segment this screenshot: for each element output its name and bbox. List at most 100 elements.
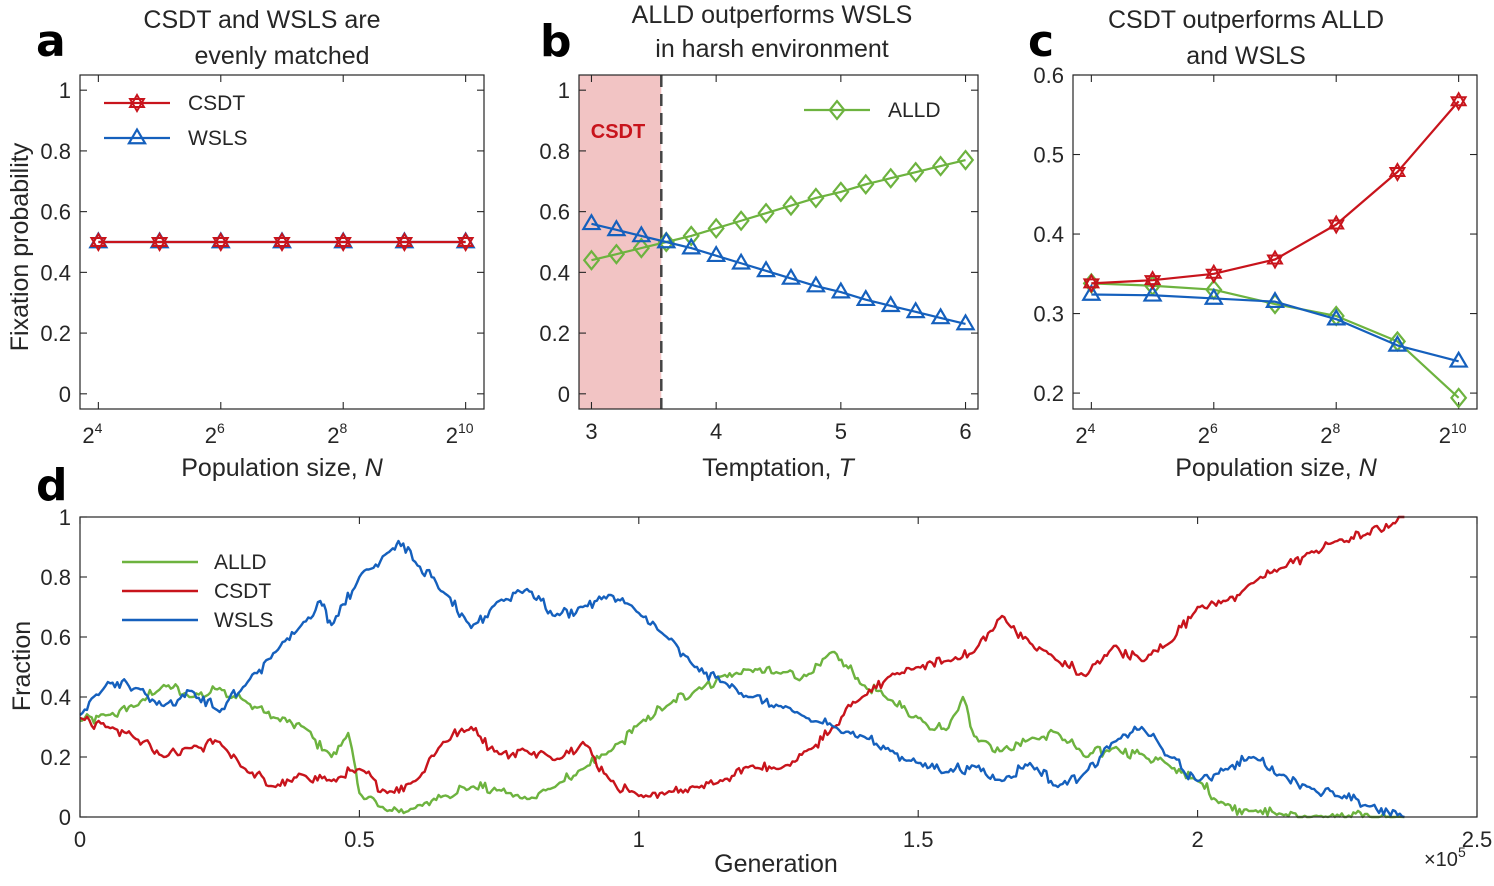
legend-d-label-csdt: CSDT [214,580,271,603]
panel-b: Temptation, T 0 0.2 0.4 0.6 0.8 1 3 4 5 6 CSDT ALL… [539,74,979,482]
panel-c-point-csdt-tri-up [1327,214,1345,230]
panel-a-point-csdt-tri-down [334,237,352,252]
panel-c-point-csdt [1143,270,1162,291]
panel-a-point-csdt-tri-up [89,232,108,247]
panel-a-point-csdt-tri-up [334,232,352,247]
panel-c-xtick-base: 2 [1075,423,1087,448]
panel-b-point-wsls [905,301,926,319]
panel-c-xtick-base: 2 [1320,423,1332,448]
panel-b-point-alld [707,217,725,240]
panel-c-point-csdt [1266,249,1284,270]
panel-c-xtick-exponent: 10 [1451,420,1467,436]
panel-c-point-csdt [1205,263,1223,284]
panel-b-line-wsls [591,222,966,326]
legend-a-marker-csdt-shape-tri-up [128,93,146,108]
panel-a-point-csdt [334,232,352,252]
panel-a-legend: CSDT WSLS [100,86,290,156]
panel-a-point-csdt [212,231,230,253]
panel-c-line-wsls [1091,293,1459,363]
panel-a-xtick-label: 24 [82,420,102,448]
panel-c-point-wsls [1448,350,1469,368]
panel-b-xtick-label: 4 [710,419,722,444]
panel-d-xtick-label: 0.5 [344,827,375,852]
panel-b-xtick-label: 5 [835,419,847,444]
panel-c-point-wsls [1326,308,1347,326]
panel-b-region-label: CSDT [591,121,645,143]
panel-c-point-wsls [1203,287,1224,305]
panel-c-ytick-label: 0.5 [1033,143,1064,168]
panel-c-point-csdt [1082,273,1101,294]
legend-a-marker-wsls [127,127,147,145]
panel-b-ytick-label: 1 [558,78,570,103]
panel-d-line-alld [79,650,1405,819]
legend-b-marker-alld [828,99,846,121]
panel-a-axes-frame [79,74,485,410]
panel-a-xtick-base: 2 [82,423,94,448]
panel-a-point-csdt-tri-down [150,237,169,252]
panel-c-point-csdt-tri-up [1205,263,1223,279]
panel-c-title-line1: CSDT outperforms ALLD [1108,6,1384,34]
panel-a-xtick-label: 210 [446,420,474,448]
panel-b-point-wsls [656,231,677,249]
panel-d-xtick-label: 1.5 [903,827,934,852]
panel-a-point-csdt-tri-up [273,231,291,247]
panel-b-point-alld [682,225,700,247]
legend-a-marker-csdt-shape [128,93,146,113]
panel-a-point-csdt [456,232,475,252]
panel-a-point-csdt [150,232,169,252]
panel-c-xtick-exponent: 6 [1210,420,1218,436]
panel-a-point-csdt-tri-down [456,237,475,252]
panel-c-point-csdt-tri-down [1266,254,1284,270]
panel-c-point-csdt [1449,91,1468,112]
panel-b-point-alld [757,202,775,224]
panel-d-xtick-label: 1 [633,827,645,852]
panel-a-xtick-exponent: 6 [217,420,225,436]
panel-b-point-wsls [756,260,777,278]
panel-d-ytick-label: 1 [59,505,71,530]
panel-b-point-alld [882,167,900,189]
panel-c-xtick-base: 2 [1198,423,1210,448]
panel-d-line-wsls [79,539,1405,819]
panel-c-point-csdt-tri-up [1143,270,1162,286]
panel-a-point-csdt [395,232,414,252]
panel-c: Population size, N 0.20.30.40.50.624 26 28… [1033,63,1478,482]
panel-b-point-alld [832,181,850,203]
panel-a-point-csdt [273,231,291,253]
panel-c-line-csdt [1091,100,1460,285]
panel-c-ytick-label: 0.2 [1033,381,1064,406]
panel-d-xtick-label: 2 [1191,827,1203,852]
panel-b-title-line1: ALLD outperforms WSLS [632,1,913,29]
panel-b-point-alld [782,194,800,217]
panel-b-axes-frame [578,74,979,410]
panel-b-ytick-label: 0.6 [539,200,570,225]
panel-a-xtick-exponent: 4 [95,420,103,436]
legend-a-marker-wsls-shape [127,127,147,145]
panel-d-ytick-label: 0 [59,805,71,830]
panel-c-point-wsls [1265,290,1285,309]
panel-a-ytick-label: 1 [59,78,71,103]
panel-b-line-alld [591,158,966,262]
panel-d-x-multiplier: ×105 [1424,844,1466,871]
panel-a-xtick-exponent: 10 [458,420,474,436]
panel-c-point-wsls [1142,284,1163,302]
panel-b-point-wsls [780,267,801,285]
panel-d-xlabel: Generation [714,850,838,878]
panel-a-xtick-label: 28 [327,420,347,448]
panel-b-point-wsls [805,275,826,293]
panel-b-point-wsls [830,281,851,299]
panel-b-ytick-label: 0.4 [539,260,570,285]
panel-b-point-alld [931,155,950,177]
panel-d-line-csdt [79,515,1405,799]
panel-c-point-csdt-tri-up [1266,249,1284,265]
panel-c-point-csdt-tri-down [1205,268,1223,284]
panel-d-xtick-label: 2.5 [1462,827,1493,852]
panel-a-point-csdt-tri-up [212,231,230,247]
panel-a-xtick-exponent: 8 [339,420,347,436]
panel-c-point-csdt-tri-down [1449,96,1468,112]
panel-a-ytick-label: 0.4 [40,260,71,285]
panel-b-xtick-label: 6 [959,419,971,444]
panel-c-point-csdt-tri-down [1327,219,1345,235]
panel-a-ytick-label: 0.2 [40,321,71,346]
panel-b-point-wsls [606,219,627,237]
panel-c-point-csdt-tri-up [1082,273,1101,289]
